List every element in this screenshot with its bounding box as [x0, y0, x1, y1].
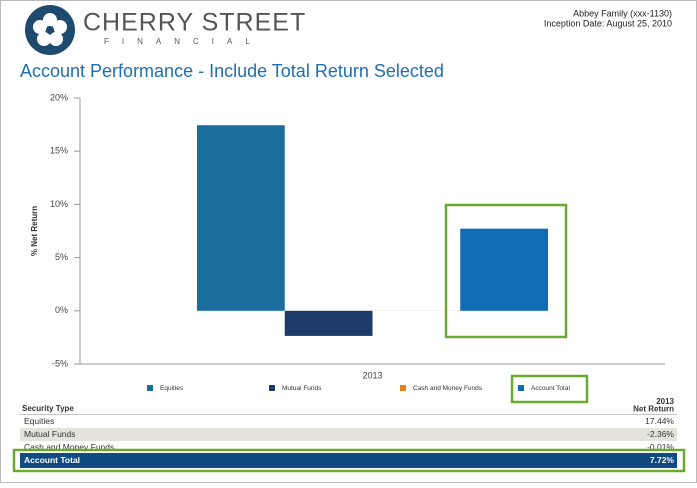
brand: CHERRY STREET: [83, 9, 306, 37]
chart-title: Account Performance - Include Total Retu…: [20, 61, 444, 81]
legend-marker: [518, 385, 524, 391]
legend-label: Cash and Money Funds: [413, 385, 483, 392]
bar: [197, 125, 285, 311]
table-cell: 17.44%: [645, 416, 674, 426]
legend-marker: [147, 385, 153, 391]
y-tick-label: 20%: [50, 92, 68, 102]
y-tick-label: 15%: [50, 146, 68, 156]
y-axis-label: % Net Return: [30, 206, 39, 256]
table-row: [20, 415, 677, 428]
logo: [25, 5, 75, 55]
table-cell: -2.36%: [647, 429, 674, 439]
legend-label: Account Total: [531, 385, 570, 392]
inception: Inception Date: August 25, 2010: [544, 18, 672, 28]
brand-sub: FINANCIAL: [104, 37, 263, 46]
legend-label: Equities: [160, 385, 184, 392]
table-cell: 7.72%: [650, 455, 675, 465]
bar: [460, 229, 548, 311]
legend-label: Mutual Funds: [282, 385, 322, 392]
table-cell: Mutual Funds: [24, 429, 76, 439]
table-header: Net Return: [633, 405, 674, 414]
table-cell: Account Total: [24, 455, 80, 465]
table-cell: Equities: [24, 416, 54, 426]
y-tick-label: 10%: [50, 199, 68, 209]
client: Abbey Family (xxx-1130): [573, 8, 672, 18]
x-tick-label: 2013: [362, 370, 382, 380]
bar: [285, 311, 373, 336]
y-tick-label: 5%: [55, 252, 68, 262]
y-tick-label: -5%: [52, 358, 68, 368]
table-header: Security Type: [22, 404, 74, 413]
legend-marker: [400, 385, 406, 391]
table-row: [20, 428, 677, 441]
table-row: [20, 441, 677, 454]
legend-marker: [269, 385, 275, 391]
y-tick-label: 0%: [55, 305, 68, 315]
table-row: [20, 453, 677, 468]
